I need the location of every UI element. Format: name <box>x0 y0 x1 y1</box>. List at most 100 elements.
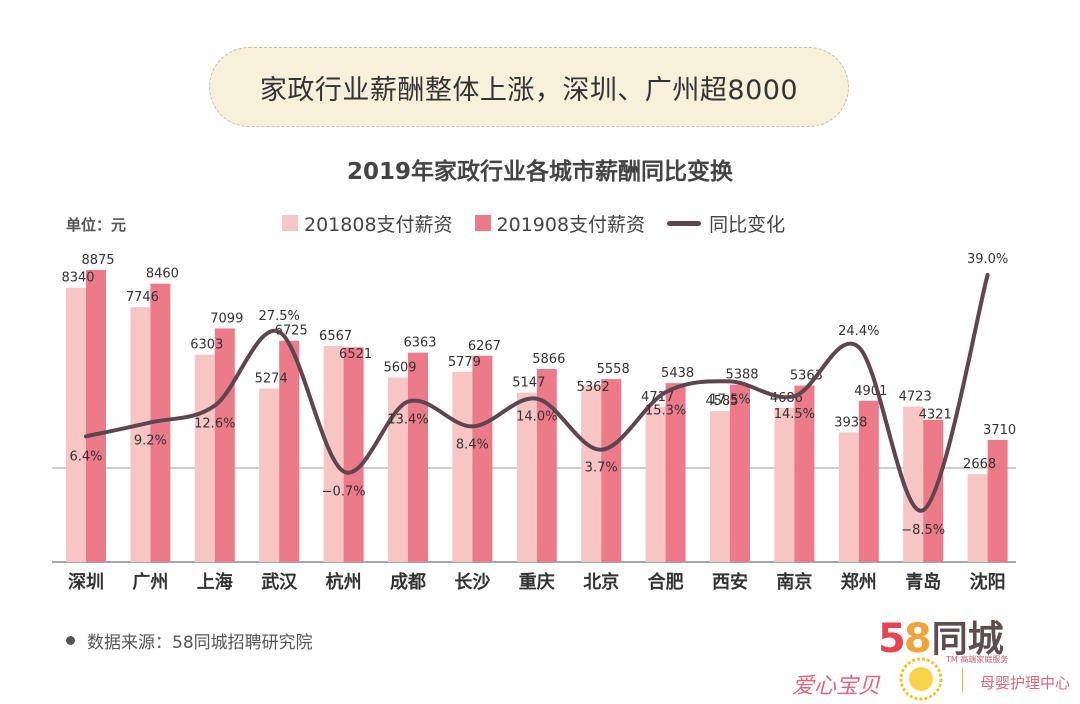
yoy-label-9: 15.3% <box>645 403 686 418</box>
logo-num: 58 <box>878 616 932 662</box>
yoy-label-7: 14.0% <box>516 410 557 425</box>
legend-swatch-2019 <box>474 215 491 231</box>
label-2019-13: 4321 <box>919 408 952 423</box>
label-2018-3: 5274 <box>255 371 288 386</box>
bar-2018-14 <box>967 474 988 562</box>
bar-2019-8 <box>601 379 622 562</box>
label-2019-4: 6521 <box>339 347 372 362</box>
bar-2019-7 <box>536 369 557 562</box>
category-label-2: 上海 <box>197 571 233 593</box>
headline-text: 家政行业薪酬整体上涨，深圳、广州超8000 <box>259 74 799 106</box>
label-2019-2: 7099 <box>210 311 243 326</box>
bar-2018-2 <box>194 354 215 562</box>
yoy-line <box>84 272 990 513</box>
category-label-0: 深圳 <box>68 571 104 593</box>
bar-2018-12 <box>838 432 859 562</box>
bar-2018-8 <box>581 385 602 562</box>
legend-label-2018: 201808支付薪资 <box>304 213 453 236</box>
label-2018-7: 5147 <box>512 376 545 391</box>
label-2019-9: 5438 <box>661 366 694 381</box>
chart-title: 2019年家政行业各城市薪酬同比变换 <box>346 159 733 185</box>
bar-2018-5 <box>388 377 408 562</box>
bar-2018-0 <box>66 287 86 562</box>
category-label-3: 武汉 <box>261 572 298 593</box>
category-label-5: 成都 <box>390 571 426 593</box>
bar-2018-11 <box>774 407 795 562</box>
bar-2018-1 <box>130 307 151 562</box>
yoy-label-6: 8.4% <box>456 437 489 452</box>
label-2018-8: 5362 <box>577 380 610 395</box>
yoy-label-5: 13.4% <box>387 413 428 428</box>
category-label-1: 广州 <box>132 571 168 593</box>
bar-2018-13 <box>903 406 924 562</box>
yoy-label-2: 12.6% <box>194 417 235 432</box>
headline-banner: 家政行业薪酬整体上涨，深圳、广州超8000 <box>209 47 849 127</box>
yoy-label-14: 39.0% <box>967 252 1008 267</box>
category-label-6: 长沙 <box>454 572 490 593</box>
label-2018-12: 3938 <box>834 415 867 430</box>
bar-2018-3 <box>259 388 280 562</box>
label-2018-10: 4585 <box>705 394 738 409</box>
yoy-label-4: −0.7% <box>322 484 366 499</box>
brand-muying: 母婴护理中心 <box>980 674 1071 692</box>
label-2018-5: 5609 <box>383 360 416 375</box>
label-2019-8: 5558 <box>597 362 630 377</box>
bar-2019-11 <box>794 385 815 562</box>
bar-2018-10 <box>710 411 730 562</box>
legend-line-yoy <box>667 220 702 226</box>
label-2019-5: 6363 <box>403 336 436 351</box>
logo-subtitle: TM 高端家庭服务 <box>946 655 1009 664</box>
category-label-10: 西安 <box>712 571 748 593</box>
logo-separator <box>962 668 963 692</box>
label-2019-7: 5866 <box>532 352 565 367</box>
legend-item-2019: 201908支付薪资 <box>474 210 646 237</box>
bar-2019-1 <box>150 283 171 562</box>
bar-2019-12 <box>858 400 879 562</box>
label-2018-2: 6303 <box>190 338 223 353</box>
legend-label-2019: 201908支付薪资 <box>496 213 646 236</box>
category-label-9: 合肥 <box>648 571 684 593</box>
bar-2019-4 <box>343 347 364 562</box>
brand-aixin: 爱心宝贝 <box>792 674 881 699</box>
label-2018-13: 4723 <box>899 390 932 405</box>
yoy-label-0: 6.4% <box>69 449 102 464</box>
bar-2019-10 <box>730 384 750 562</box>
category-label-4: 杭州 <box>326 571 362 593</box>
category-label-8: 北京 <box>583 571 619 593</box>
yoy-label-12: 24.4% <box>838 324 879 339</box>
label-2019-0: 8875 <box>81 253 114 268</box>
unit-label: 单位：元 <box>66 216 127 234</box>
bar-2019-5 <box>408 352 428 562</box>
bar-2018-9 <box>645 406 666 562</box>
yoy-label-3: 27.5% <box>259 309 300 324</box>
category-label-13: 青岛 <box>905 571 941 593</box>
yoy-label-10: 17.5% <box>709 392 750 407</box>
label-2018-4: 6567 <box>319 329 352 344</box>
legend: 201808支付薪资 201908支付薪资 同比变化 <box>282 208 807 238</box>
category-label-12: 郑州 <box>841 571 877 593</box>
logo-58tongcheng: 58 同城 <box>878 610 1004 662</box>
bullet-dot <box>66 636 75 645</box>
legend-item-yoy: 同比变化 <box>667 210 785 237</box>
source-text: 数据来源：58同城招聘研究院 <box>87 633 313 653</box>
bar-2019-3 <box>279 340 300 562</box>
yoy-label-8: 3.7% <box>585 461 618 476</box>
yoy-label-11: 14.5% <box>774 407 815 422</box>
label-2018-1: 7746 <box>126 290 159 305</box>
bar-2018-6 <box>452 371 473 562</box>
bar-2018-7 <box>516 392 537 562</box>
label-2019-1: 8460 <box>146 267 179 282</box>
label-2019-6: 6267 <box>468 339 501 354</box>
label-2018-0: 8340 <box>61 271 94 286</box>
category-label-7: 重庆 <box>519 571 555 593</box>
label-2019-14: 3710 <box>983 423 1016 438</box>
source-note: 数据来源：58同城招聘研究院 <box>66 628 313 653</box>
bar-2019-14 <box>987 439 1008 562</box>
label-2018-6: 5779 <box>448 355 481 370</box>
yoy-label-1: 9.2% <box>134 433 167 448</box>
label-2019-12: 4901 <box>854 384 887 399</box>
legend-label-yoy: 同比变化 <box>709 213 786 236</box>
category-label-14: 沈阳 <box>970 571 1006 593</box>
bar-2019-2 <box>214 328 235 562</box>
